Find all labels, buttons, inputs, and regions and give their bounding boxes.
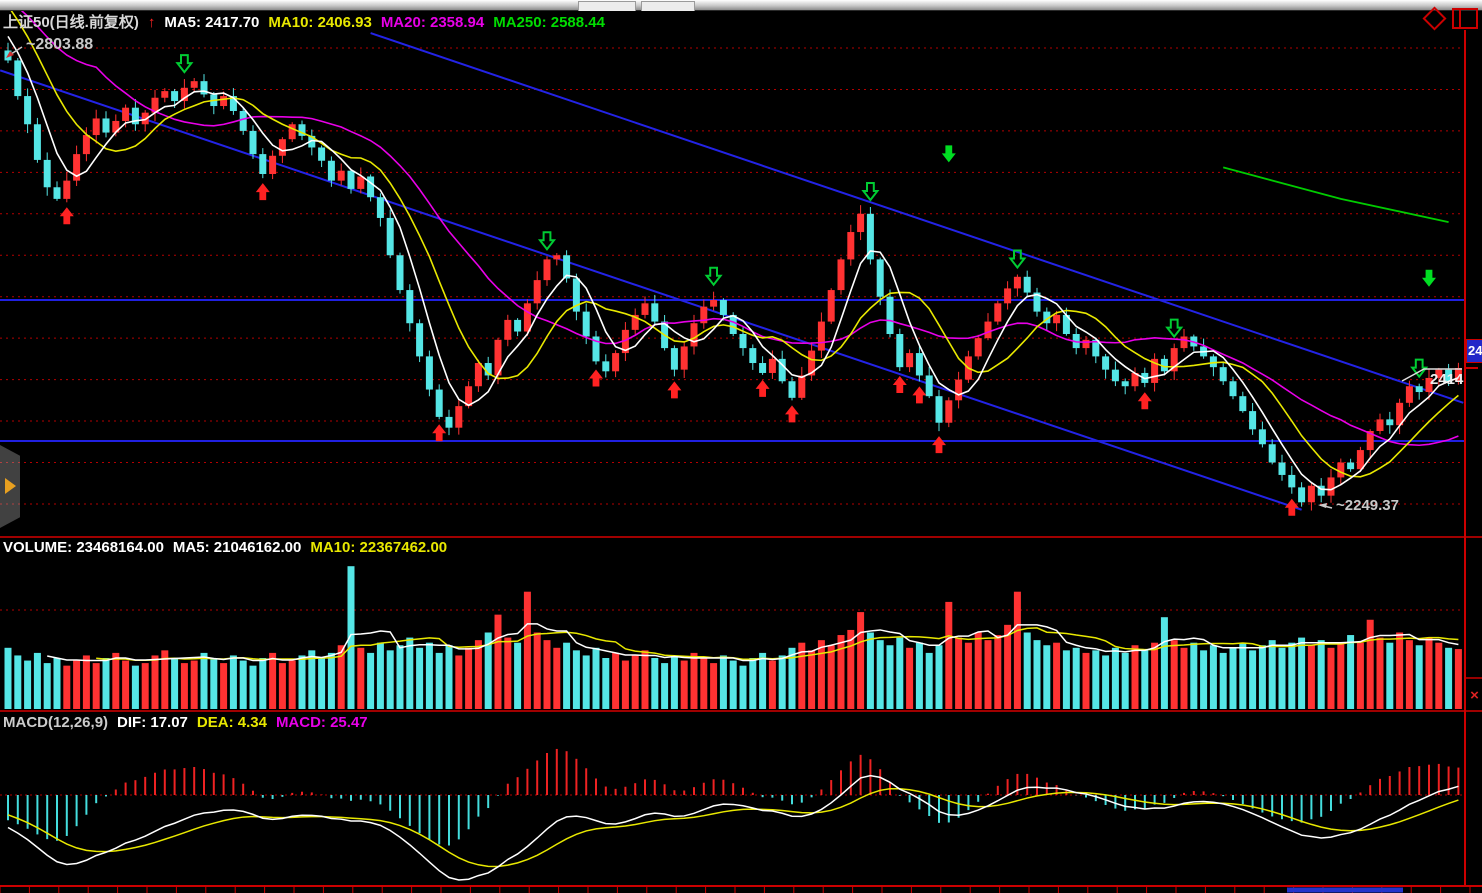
ma5-value: MA5: 2417.70 — [164, 14, 260, 31]
price-pane-header: 上证50(日线.前复权) ↑ MA5: 2417.70 MA10: 2406.93 MA… — [3, 11, 614, 32]
window-tab[interactable] — [578, 1, 636, 11]
ma20-value: MA20: 2358.94 — [380, 14, 485, 31]
symbol-title: 上证50(日线.前复权) — [3, 14, 139, 31]
trend-up-icon: ↑ — [147, 14, 156, 31]
volume-pane-header: VOLUME: 23468164.00 MA5: 21046162.00 MA10:… — [3, 539, 456, 556]
volume-ma5-value: MA5: 21046162.00 — [172, 539, 302, 556]
macd-pane-header: MACD(12,26,9) DIF: 17.07 DEA: 4.34 MACD: 25… — [3, 714, 377, 731]
macd-value: MACD: 25.47 — [275, 714, 368, 731]
sidebar-flyout-handle[interactable] — [0, 445, 20, 528]
flyout-arrow-icon — [5, 478, 16, 494]
axis-price-badge: 24 — [1466, 339, 1482, 363]
volume-ma10-value: MA10: 22367462.00 — [310, 539, 448, 556]
volume-value: VOLUME: 23468164.00 — [3, 539, 164, 556]
ma250-value: MA250: 2588.44 — [493, 14, 605, 31]
dea-value: DEA: 4.34 — [196, 714, 267, 731]
last-price-callout: 2414 — [1430, 371, 1464, 388]
dif-value: DIF: 17.07 — [117, 714, 188, 731]
macd-name: MACD(12,26,9) — [3, 714, 109, 731]
high-watermark-label: ~2803.88 — [26, 36, 94, 53]
low-watermark-label: ~2249.37 — [1336, 497, 1399, 514]
pane-layout-icon[interactable] — [1452, 8, 1478, 29]
pane-layout-icon-divider — [1459, 10, 1461, 27]
ma10-value: MA10: 2406.93 — [268, 14, 372, 31]
window-topbar — [0, 0, 1482, 11]
close-pane-button[interactable]: × — [1470, 687, 1479, 704]
window-tab[interactable] — [641, 1, 695, 11]
